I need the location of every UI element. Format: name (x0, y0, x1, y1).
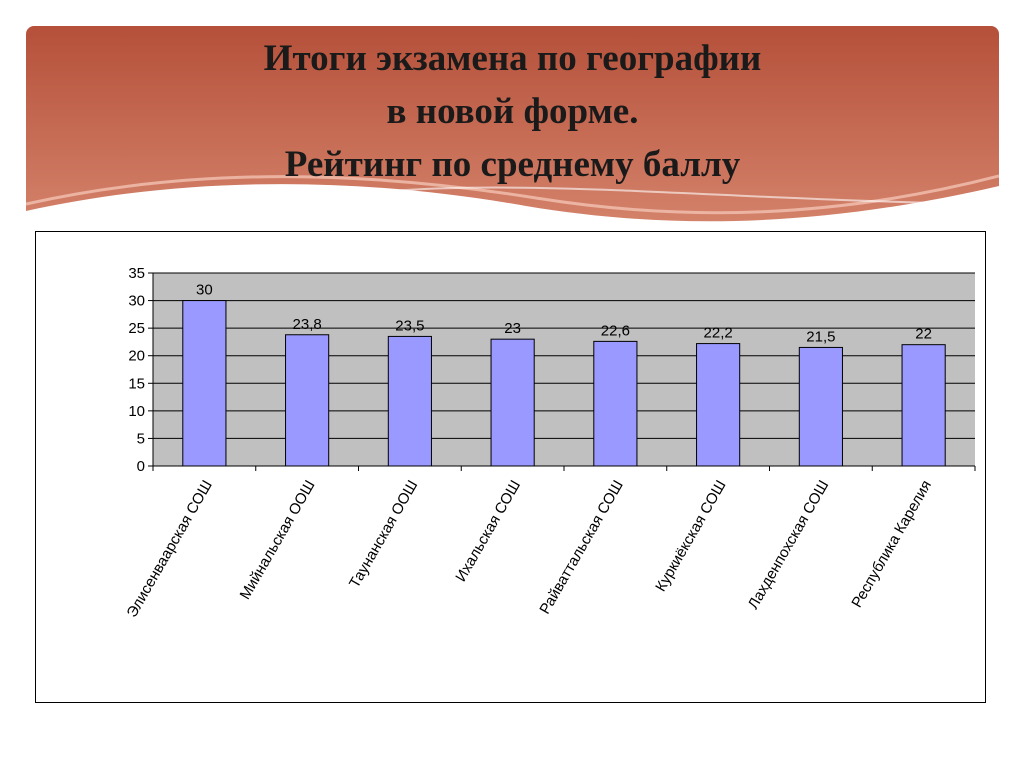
y-tick-label: 5 (137, 430, 145, 447)
y-tick-label: 20 (128, 348, 145, 365)
category-label: Лахденпохская СОШ (745, 478, 833, 613)
chart-frame: 0 5 10 15 20 25 30 35 30 Элисенваарская СОШ 23,8 Ми… (35, 231, 986, 703)
bar (696, 343, 741, 467)
category-label: Элисенваарская СОШ (123, 478, 215, 621)
bar (285, 334, 330, 467)
y-tick-label: 35 (128, 265, 145, 282)
y-tick-label: 0 (137, 458, 145, 475)
category-label: Мийнальская ООШ (237, 478, 319, 603)
bar (798, 346, 843, 467)
bar (593, 340, 638, 467)
y-tick-label: 25 (128, 320, 145, 337)
title-line-2: в новой форме. (386, 91, 639, 132)
category-label: Ихальская СОШ (452, 478, 524, 585)
title-line-3: Рейтинг по среднему баллу (284, 144, 741, 185)
category-label: Таунанская ООШ (346, 478, 421, 591)
title-line-1: Итоги экзамена по географии (263, 38, 762, 79)
data-label: 23 (504, 320, 521, 337)
data-label: 22,2 (704, 325, 733, 342)
data-label: 23,5 (395, 317, 424, 334)
slide-title: Итоги экзамена по географии в новой форм… (26, 32, 999, 191)
bar (490, 338, 535, 467)
data-label: 22,6 (601, 322, 630, 339)
y-tick-label: 30 (128, 293, 145, 310)
plot-area (153, 273, 975, 466)
category-label: Республика Карелия (848, 478, 935, 611)
category-label: Райваттальская СОШ (536, 478, 626, 618)
category-label: Куркиёкская СОШ (652, 478, 729, 595)
y-tick-label: 10 (128, 403, 145, 420)
bar (182, 300, 227, 467)
data-label: 30 (196, 282, 213, 299)
bar (387, 335, 432, 467)
y-tick-label: 15 (128, 375, 145, 392)
data-label: 22 (915, 326, 932, 343)
data-label: 21,5 (806, 328, 835, 345)
bar (901, 344, 946, 467)
bar-chart: 0 5 10 15 20 25 30 35 30 Элисенваарская СОШ 23,8 Ми… (123, 265, 976, 621)
data-label: 23,8 (293, 316, 322, 333)
